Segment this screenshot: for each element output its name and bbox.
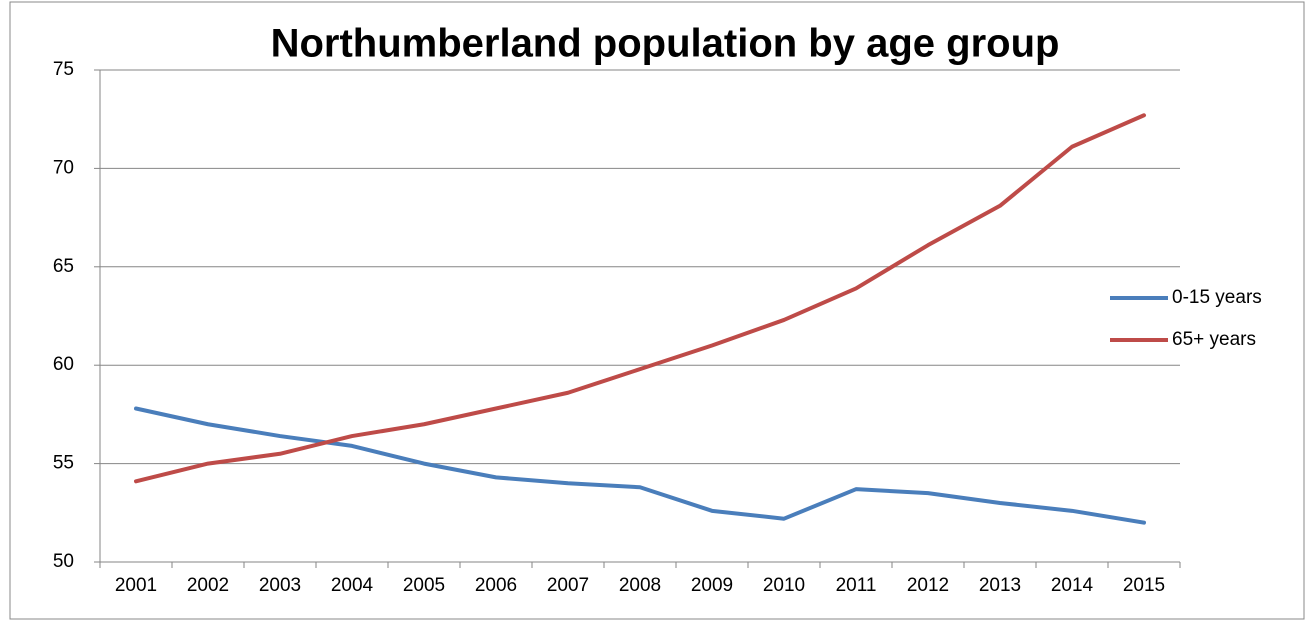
x-tick-label: 2006 <box>475 575 517 596</box>
legend-label: 0-15 years <box>1172 287 1262 308</box>
x-tick-label: 2002 <box>187 575 229 596</box>
x-tick-label: 2005 <box>403 575 445 596</box>
x-tick-label: 2010 <box>763 575 805 596</box>
chart-title: Northumberland population by age group <box>271 22 1060 66</box>
x-tick-label: 2011 <box>836 575 877 596</box>
series-line <box>134 113 1146 484</box>
y-tick-label: 65 <box>53 256 74 277</box>
x-tick-label: 2007 <box>547 575 589 596</box>
x-tick-label: 2008 <box>619 575 661 596</box>
x-tick-label: 2012 <box>907 575 949 596</box>
y-tick-label: 50 <box>53 551 74 572</box>
x-tick-label: 2004 <box>331 575 374 596</box>
x-tick-label: 2013 <box>979 575 1021 596</box>
x-tick-label: 2001 <box>115 575 157 596</box>
series-line <box>134 406 1146 525</box>
y-tick-label: 75 <box>53 59 74 80</box>
chart-border <box>9 1 1305 620</box>
x-tick-label: 2009 <box>691 575 733 596</box>
x-tick-label: 2015 <box>1123 575 1165 596</box>
y-tick-label: 55 <box>53 453 74 474</box>
y-tick-label: 70 <box>53 157 74 178</box>
x-tick-label: 2003 <box>259 575 301 596</box>
x-tick-label: 2014 <box>1051 575 1094 596</box>
legend-label: 65+ years <box>1172 329 1256 350</box>
y-tick-label: 60 <box>53 354 74 375</box>
